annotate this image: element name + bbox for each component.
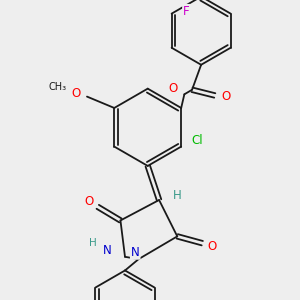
Text: O: O	[221, 90, 231, 103]
Text: CH₃: CH₃	[48, 82, 67, 92]
Text: H: H	[89, 238, 97, 248]
Text: N: N	[131, 246, 140, 259]
Text: O: O	[71, 87, 80, 100]
Text: H: H	[173, 189, 182, 202]
Text: O: O	[168, 82, 178, 95]
Text: Cl: Cl	[191, 134, 203, 147]
Text: O: O	[208, 240, 217, 253]
Text: O: O	[84, 195, 93, 208]
Text: N: N	[102, 244, 111, 256]
Text: F: F	[183, 5, 190, 18]
